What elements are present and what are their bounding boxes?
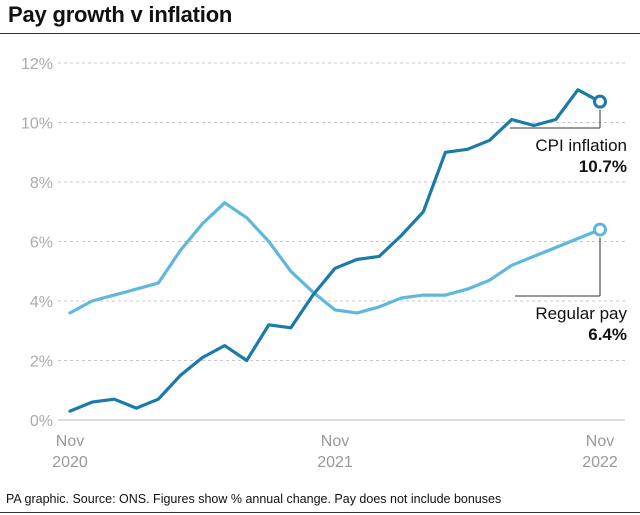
series-line-cpi [68,88,602,413]
leader-line-pay [515,237,601,297]
source-note: PA graphic. Source: ONS. Figures show % … [6,492,502,506]
annotations: CPI inflation 10.7% Regular pay 6.4% [510,109,627,344]
annotation-value-pay: 6.4% [588,325,627,344]
x-axis-ticks: Nov 2020 Nov 2021 Nov 2022 [52,433,618,471]
x-tick-label: Nov [321,433,349,450]
grid-lines [58,62,625,421]
y-tick-label: 4% [30,294,53,311]
y-tick-label: 2% [30,354,53,371]
y-tick-label: 8% [30,175,53,192]
annotation-value-cpi: 10.7% [579,157,627,176]
x-tick-label: Nov [56,433,84,450]
y-axis-ticks: 0% 2% 4% 6% 8% 10% 12% [21,56,53,430]
title-divider [0,33,640,34]
y-tick-label: 6% [30,235,53,252]
leader-line-cpi [510,109,601,129]
x-tick-label: Nov [586,433,614,450]
footer-divider [0,512,640,513]
end-point-cpi [593,94,607,109]
y-tick-label: 10% [21,116,53,133]
x-tick-year: 2021 [317,454,353,471]
y-tick-label: 0% [30,413,53,430]
end-point-pay [593,222,607,237]
y-tick-label: 12% [21,56,53,73]
series-line-pay [68,201,602,315]
line-chart: 0% 2% 4% 6% 8% 10% 12% Nov 2020 Nov 2021 Nov 2022 C… [21,56,628,471]
chart-title: Pay growth v inflation [8,2,233,27]
annotation-label-pay: Regular pay [535,304,627,323]
x-tick-year: 2022 [582,454,618,471]
series-lines [68,88,607,413]
x-tick-year: 2020 [52,454,88,471]
annotation-label-cpi: CPI inflation [535,136,627,155]
